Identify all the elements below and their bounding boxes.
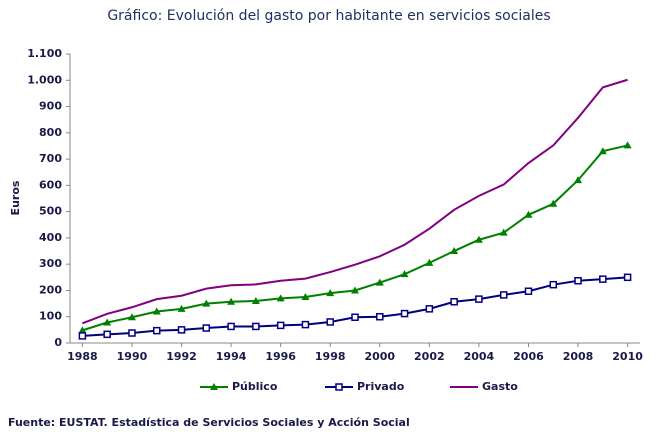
point-marker xyxy=(474,235,483,243)
series-line xyxy=(82,276,628,337)
x-tick-label: 2004 xyxy=(464,350,495,363)
point-marker xyxy=(78,326,87,334)
y-tick-label: 900 xyxy=(39,100,62,113)
x-tick-label: 1994 xyxy=(216,350,247,363)
point-marker xyxy=(623,273,632,282)
point-marker xyxy=(202,324,211,332)
y-tick-label: 1.100 xyxy=(27,47,62,60)
y-tick-label: 400 xyxy=(39,231,62,244)
point-marker xyxy=(574,176,583,184)
x-tick-label: 1990 xyxy=(117,350,148,363)
point-marker xyxy=(251,296,260,304)
point-marker xyxy=(425,305,434,313)
point-marker xyxy=(499,291,508,299)
x-tick-label: 1988 xyxy=(67,350,98,363)
x-tick-label: 1996 xyxy=(265,350,296,363)
series-line xyxy=(82,144,628,332)
point-marker xyxy=(128,329,136,337)
x-tick-label: 2010 xyxy=(612,350,643,363)
point-marker xyxy=(227,297,236,305)
point-marker xyxy=(127,313,136,321)
point-marker xyxy=(351,313,359,322)
y-tick-label: 1.000 xyxy=(27,73,62,86)
point-marker xyxy=(276,321,285,330)
point-marker xyxy=(177,304,186,312)
point-marker xyxy=(375,278,384,286)
source-note: Fuente: EUSTAT. Estadística de Servicios… xyxy=(8,416,410,429)
x-tick-label: 2002 xyxy=(414,350,445,363)
point-marker xyxy=(376,312,384,321)
y-axis-label: Euros xyxy=(9,180,22,215)
point-marker xyxy=(351,286,359,294)
x-tick-label: 2006 xyxy=(513,350,544,363)
point-marker xyxy=(425,258,434,266)
y-tick-label: 800 xyxy=(39,126,62,139)
legend-label: Público xyxy=(232,380,278,393)
y-tick-label: 100 xyxy=(39,310,62,323)
point-marker xyxy=(450,247,459,255)
y-tick-label: 0 xyxy=(54,336,62,349)
point-marker xyxy=(549,280,558,289)
point-marker xyxy=(276,294,285,302)
legend-label: Gasto xyxy=(482,380,518,393)
point-marker xyxy=(252,322,260,331)
point-marker xyxy=(301,293,310,301)
x-tick-label: 2000 xyxy=(364,350,395,363)
legend-label: Privado xyxy=(357,380,405,393)
point-marker xyxy=(400,270,409,278)
point-marker xyxy=(152,307,161,315)
y-tick-label: 700 xyxy=(39,152,62,165)
point-marker xyxy=(326,318,334,326)
point-marker xyxy=(524,210,533,218)
x-tick-label: 2008 xyxy=(563,350,594,363)
point-marker xyxy=(103,330,111,339)
y-tick-label: 300 xyxy=(39,257,62,270)
point-marker xyxy=(301,320,310,329)
point-marker xyxy=(103,318,112,326)
point-marker xyxy=(574,276,582,285)
legend-marker xyxy=(335,383,343,391)
point-marker xyxy=(227,322,235,331)
point-marker xyxy=(152,326,161,335)
y-tick-label: 200 xyxy=(39,283,62,296)
y-tick-label: 600 xyxy=(39,178,62,191)
x-tick-label: 1992 xyxy=(166,350,197,363)
legend-marker xyxy=(210,383,218,390)
chart-title: Gráfico: Evolución del gasto por habitan… xyxy=(107,8,550,24)
point-marker xyxy=(499,228,508,236)
point-marker xyxy=(599,275,607,283)
point-marker xyxy=(78,332,87,340)
series-line xyxy=(82,78,628,325)
point-marker xyxy=(623,141,632,149)
point-marker xyxy=(549,199,558,207)
point-marker xyxy=(450,298,458,306)
point-marker xyxy=(475,295,483,303)
point-marker xyxy=(202,299,211,307)
point-marker xyxy=(400,309,409,318)
point-marker xyxy=(524,287,533,295)
x-tick-label: 1998 xyxy=(315,350,346,363)
point-marker xyxy=(598,147,607,155)
y-tick-label: 500 xyxy=(39,205,62,218)
point-marker xyxy=(177,326,186,334)
point-marker xyxy=(326,289,335,297)
